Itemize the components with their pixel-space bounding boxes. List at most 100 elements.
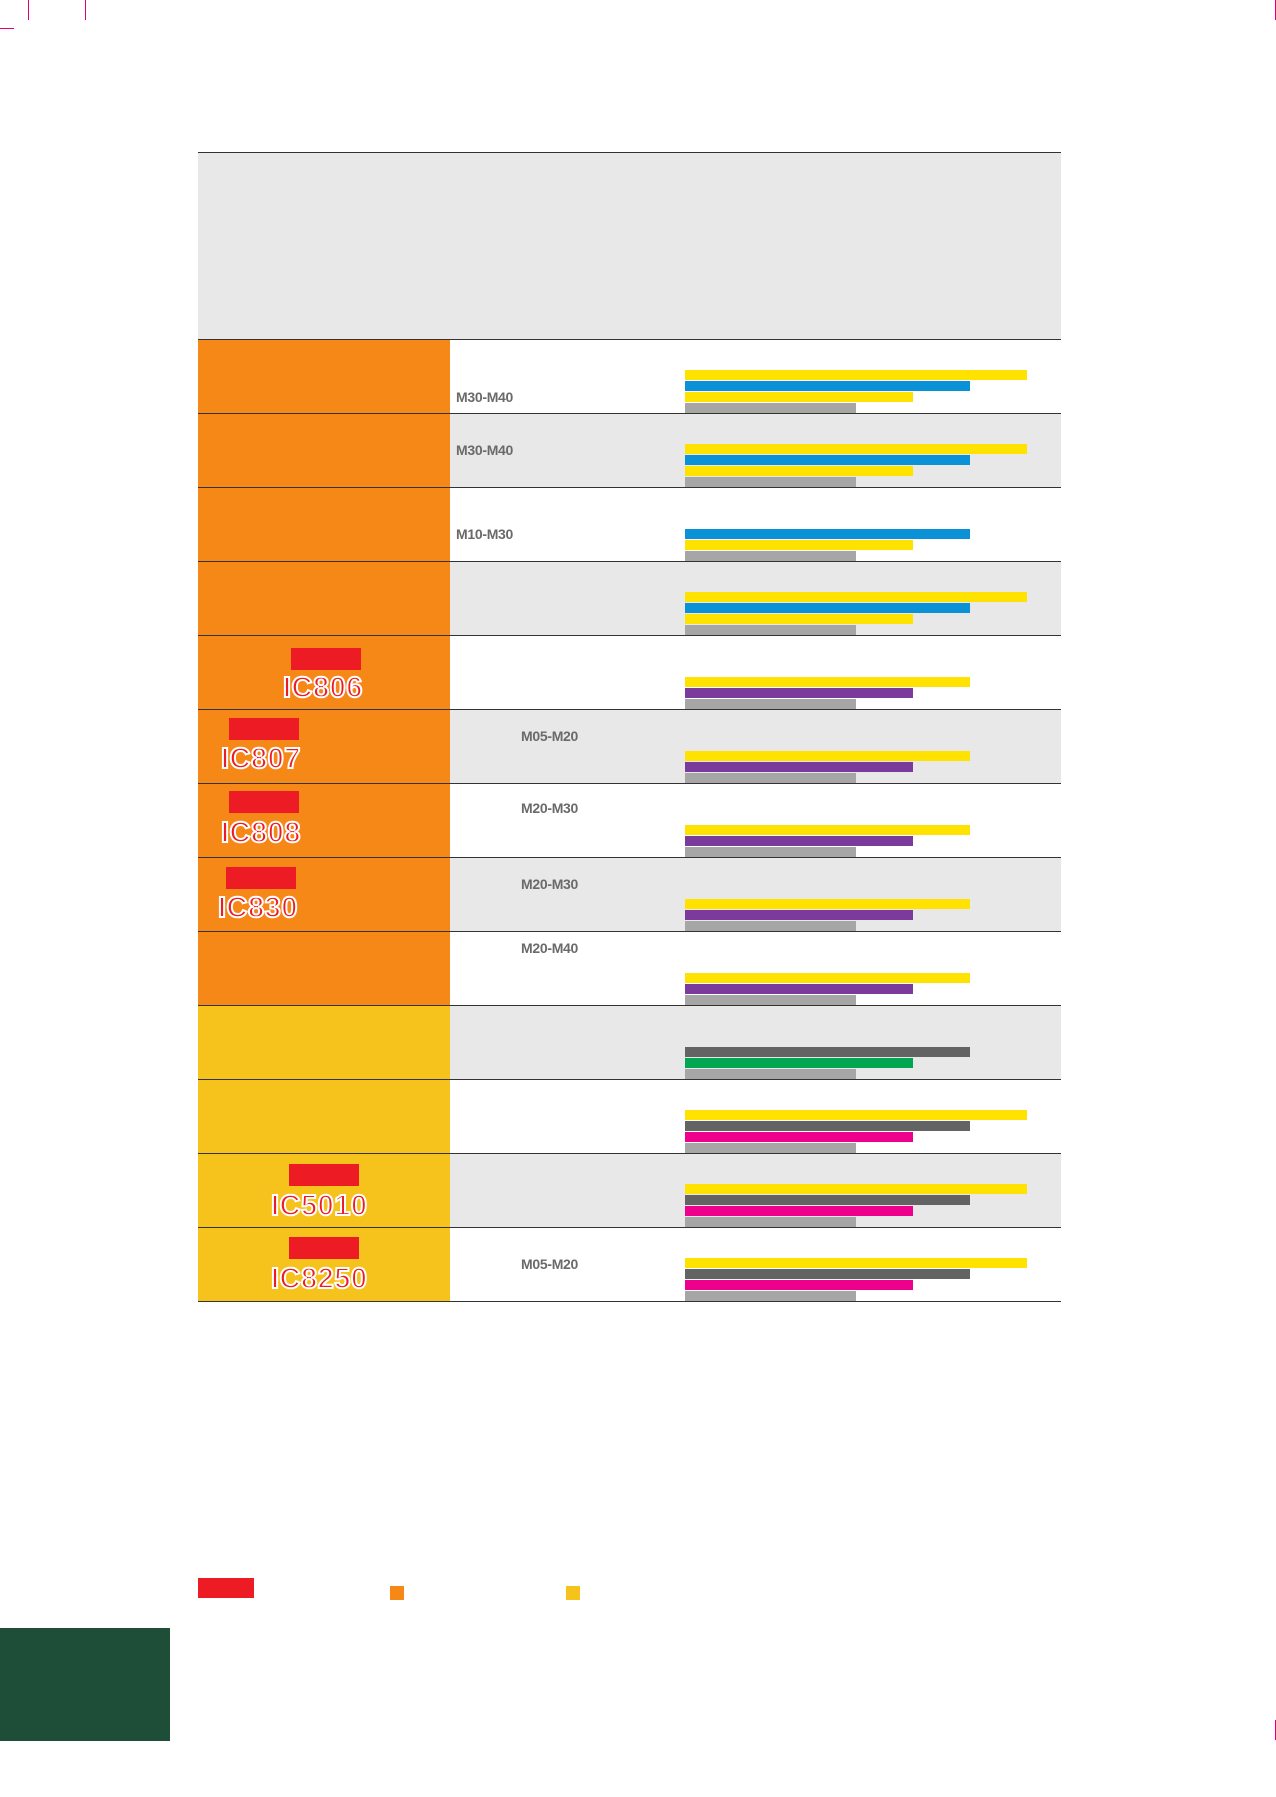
performance-bar	[685, 592, 1027, 602]
performance-bar	[685, 899, 970, 909]
crop-mark-top-left-v1	[28, 0, 29, 20]
application-range-label: M30-M40	[456, 442, 514, 458]
grade-cell: IC830	[198, 858, 450, 931]
performance-bar	[685, 910, 913, 920]
application-range-label: M20-M30	[521, 800, 579, 816]
table-row	[198, 1006, 1061, 1080]
performance-bar	[685, 995, 856, 1005]
grade-cell: IC5010	[198, 1154, 450, 1227]
grade-name: IC808	[220, 817, 301, 849]
legend-color-square	[390, 1586, 404, 1600]
performance-bar	[685, 973, 970, 983]
performance-bar	[685, 836, 913, 846]
new-grade-badge	[229, 791, 299, 813]
application-range-label: M10-M30	[456, 526, 514, 542]
table-row: M20-M40	[198, 932, 1061, 1006]
grade-cell	[198, 562, 450, 635]
legend-new-badge	[198, 1578, 254, 1598]
table-body: M30-M40 M30-M40 M10-M30 IC806 IC807 M05-M20 IC…	[198, 340, 1061, 1302]
performance-bar	[685, 625, 856, 635]
performance-bar	[685, 1058, 913, 1068]
grade-cell: IC8250	[198, 1228, 450, 1301]
page-corner-block	[0, 1628, 170, 1741]
grade-comparison-table: M30-M40 M30-M40 M10-M30 IC806 IC807 M05-M20 IC…	[198, 152, 1061, 1302]
table-header	[198, 153, 1061, 340]
performance-bar	[685, 403, 856, 413]
row-data-area: M20-M30	[450, 784, 1061, 857]
performance-bar	[685, 529, 970, 539]
grade-cell: IC808	[198, 784, 450, 857]
table-row: IC808 M20-M30	[198, 784, 1061, 858]
table-row	[198, 562, 1061, 636]
performance-bar	[685, 825, 970, 835]
performance-bar	[685, 677, 970, 687]
table-row	[198, 1080, 1061, 1154]
application-range-label: M05-M20	[521, 1256, 579, 1272]
legend	[198, 1578, 898, 1602]
table-row: M10-M30	[198, 488, 1061, 562]
table-row: IC807 M05-M20	[198, 710, 1061, 784]
performance-bar	[685, 762, 913, 772]
performance-bar	[685, 984, 913, 994]
performance-bar	[685, 614, 913, 624]
performance-bar	[685, 1195, 970, 1205]
grade-cell: IC806	[198, 636, 450, 709]
table-top-rule	[198, 152, 1061, 153]
performance-bar	[685, 603, 970, 613]
crop-mark-top-left-v2	[85, 0, 86, 20]
performance-bar	[685, 477, 856, 487]
performance-bar	[685, 1069, 856, 1079]
grade-cell	[198, 414, 450, 487]
performance-bar	[685, 1269, 970, 1279]
grade-cell	[198, 1080, 450, 1153]
performance-bar	[685, 699, 856, 709]
application-range-label: M20-M30	[521, 876, 579, 892]
performance-bar	[685, 370, 1027, 380]
performance-bar	[685, 392, 913, 402]
grade-name: IC830	[217, 892, 298, 924]
performance-bar	[685, 551, 856, 561]
grade-cell	[198, 932, 450, 1005]
grade-name: IC806	[282, 672, 363, 704]
performance-bar	[685, 688, 913, 698]
grade-cell	[198, 1006, 450, 1079]
performance-bar	[685, 1217, 856, 1227]
new-grade-badge	[289, 1237, 359, 1259]
performance-bar	[685, 444, 1027, 454]
table-row: IC8250 M05-M20	[198, 1228, 1061, 1302]
performance-bar	[685, 751, 970, 761]
grade-cell	[198, 488, 450, 561]
performance-bar	[685, 1132, 913, 1142]
grade-cell: IC807	[198, 710, 450, 783]
performance-bar	[685, 1291, 856, 1301]
table-row: IC830 M20-M30	[198, 858, 1061, 932]
performance-bar	[685, 773, 856, 783]
performance-bar	[685, 1121, 970, 1131]
performance-bar	[685, 1280, 913, 1290]
performance-bar	[685, 921, 856, 931]
performance-bar	[685, 381, 970, 391]
performance-bar	[685, 847, 856, 857]
legend-color-square	[566, 1586, 580, 1600]
application-range-label: M20-M40	[521, 940, 579, 956]
new-grade-badge	[291, 648, 361, 670]
grade-name: IC8250	[270, 1263, 368, 1295]
table-row: M30-M40	[198, 414, 1061, 488]
grade-cell	[198, 340, 450, 413]
performance-bar	[685, 1143, 856, 1153]
performance-bar	[685, 1110, 1027, 1120]
performance-bar	[685, 540, 913, 550]
new-grade-badge	[229, 718, 299, 740]
table-row: IC5010	[198, 1154, 1061, 1228]
row-data-area: M10-M30	[450, 488, 1061, 561]
performance-bar	[685, 466, 913, 476]
row-data-area: M30-M40	[450, 340, 1061, 413]
table-row: IC806	[198, 636, 1061, 710]
new-grade-badge	[289, 1164, 359, 1186]
new-grade-badge	[226, 867, 296, 889]
performance-bar	[685, 1184, 1027, 1194]
application-range-label: M05-M20	[521, 728, 579, 744]
performance-bar	[685, 1258, 1027, 1268]
table-row: M30-M40	[198, 340, 1061, 414]
row-data-area: M20-M40	[450, 932, 1061, 1005]
